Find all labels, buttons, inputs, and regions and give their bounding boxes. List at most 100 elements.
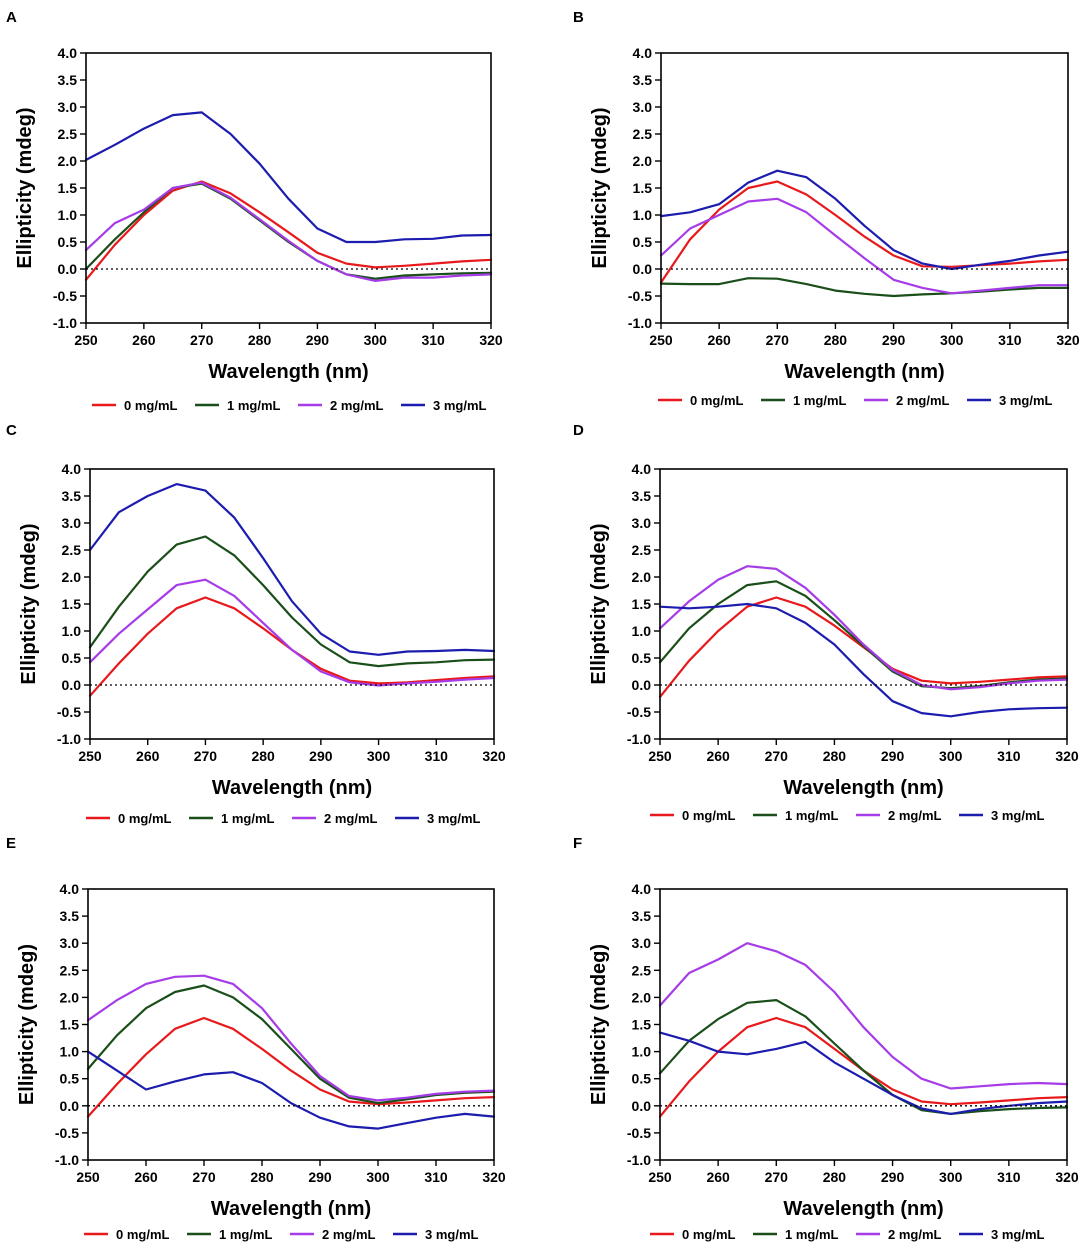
x-tick-label: 250 — [76, 1169, 100, 1185]
x-tick-label: 300 — [366, 1169, 390, 1185]
y-tick-label: 3.0 — [632, 515, 652, 531]
y-tick-label: 3.5 — [58, 72, 78, 88]
y-tick-label: 3.5 — [62, 488, 82, 504]
y-tick-label: 3.5 — [60, 908, 80, 924]
x-tick-label: 280 — [823, 748, 847, 764]
y-tick-label: 4.0 — [633, 45, 653, 61]
series-line-3-mg-ml — [658, 1031, 1069, 1116]
x-axis-title: Wavelength (nm) — [208, 361, 368, 383]
y-tick-label: 0.5 — [62, 650, 82, 666]
x-tick-label: 310 — [998, 332, 1022, 348]
x-tick-label: 280 — [248, 332, 272, 348]
x-tick-label: 270 — [766, 332, 790, 348]
x-tick-label: 310 — [425, 748, 449, 764]
x-tick-label: 290 — [309, 748, 333, 764]
legend-label: 2 mg/mL — [324, 811, 378, 826]
x-tick-label: 290 — [881, 748, 905, 764]
y-tick-label: 0.0 — [632, 677, 652, 693]
legend: 0 mg/mL 1 mg/mL 2 mg/mL 3 mg/mL — [650, 1227, 1045, 1242]
legend-label: 0 mg/mL — [116, 1227, 170, 1242]
y-axis-title: Ellipticity (mdeg) — [18, 523, 40, 684]
x-tick-label: 260 — [136, 748, 160, 764]
series-line-3-mg-ml — [84, 111, 493, 244]
y-tick-label: 4.0 — [58, 45, 78, 61]
series-line-1-mg-ml — [659, 277, 1070, 298]
legend-label: 0 mg/mL — [124, 398, 178, 413]
legend-label: 1 mg/mL — [221, 811, 275, 826]
y-tick-label: 1.5 — [632, 1017, 652, 1033]
x-tick-label: 270 — [194, 748, 218, 764]
y-tick-label: 1.5 — [58, 180, 78, 196]
y-tick-label: 0.0 — [60, 1098, 80, 1114]
y-tick-label: -1.0 — [57, 731, 81, 747]
legend-label: 3 mg/mL — [427, 811, 481, 826]
y-tick-label: 2.5 — [58, 126, 78, 142]
y-axis-title: Ellipticity (mdeg) — [16, 944, 38, 1105]
y-tick-label: 3.5 — [633, 72, 653, 88]
series-line-1-mg-ml — [86, 984, 496, 1105]
y-tick-label: -1.0 — [627, 1152, 651, 1168]
x-tick-label: 290 — [308, 1169, 332, 1185]
x-tick-label: 260 — [132, 332, 156, 348]
series-line-0-mg-ml — [86, 1016, 496, 1118]
y-tick-label: 1.0 — [632, 623, 652, 639]
x-tick-label: 310 — [997, 1169, 1021, 1185]
series-line-3-mg-ml — [658, 602, 1069, 718]
y-tick-label: 0.0 — [62, 677, 82, 693]
x-tick-label: 320 — [1055, 748, 1079, 764]
x-tick-label: 280 — [823, 1169, 847, 1185]
y-tick-label: 2.0 — [633, 153, 653, 169]
y-tick-label: -0.5 — [628, 288, 652, 304]
y-tick-label: 1.0 — [632, 1044, 652, 1060]
y-tick-label: -1.0 — [627, 731, 651, 747]
series-line-2-mg-ml — [658, 942, 1069, 1090]
y-axis-title: Ellipticity (mdeg) — [588, 523, 610, 684]
x-tick-label: 320 — [479, 332, 503, 348]
y-tick-label: 3.0 — [60, 935, 80, 951]
legend-label: 0 mg/mL — [690, 393, 744, 408]
x-tick-label: 250 — [648, 1169, 672, 1185]
legend: 0 mg/mL 1 mg/mL 2 mg/mL 3 mg/mL — [92, 398, 487, 413]
y-tick-label: 4.0 — [62, 461, 82, 477]
chart-panel-e: E -1.0 -0.5 0.0 0.5 1.0 1.5 2.0 2.5 3.0 3.5 4.0 250 2… — [6, 835, 506, 1242]
x-tick-label: 310 — [424, 1169, 448, 1185]
y-axis-title: Ellipticity (mdeg) — [14, 107, 36, 268]
legend: 0 mg/mL 1 mg/mL 2 mg/mL 3 mg/mL — [86, 811, 481, 826]
series-line-2-mg-ml — [658, 565, 1069, 691]
x-tick-label: 270 — [765, 748, 789, 764]
y-tick-label: 4.0 — [60, 881, 80, 897]
x-tick-label: 270 — [190, 332, 214, 348]
legend-label: 3 mg/mL — [433, 398, 487, 413]
y-tick-label: 0.0 — [633, 261, 653, 277]
y-tick-label: -0.5 — [55, 1125, 79, 1141]
x-tick-label: 260 — [134, 1169, 158, 1185]
legend-label: 2 mg/mL — [330, 398, 384, 413]
x-tick-label: 300 — [939, 1169, 963, 1185]
y-tick-label: 0.5 — [633, 234, 653, 250]
legend: 0 mg/mL 1 mg/mL 2 mg/mL 3 mg/mL — [650, 808, 1045, 823]
x-tick-label: 300 — [940, 332, 964, 348]
plot-frame — [89, 468, 495, 740]
legend-label: 2 mg/mL — [888, 1227, 942, 1242]
y-tick-label: 1.0 — [60, 1044, 80, 1060]
chart-panel-a: A -1.0 -0.5 0.0 0.5 1.0 1.5 2.0 2.5 3.0 3.5 4.0 250 2… — [6, 9, 503, 413]
y-tick-label: -0.5 — [627, 1125, 651, 1141]
series-line-2-mg-ml — [88, 578, 496, 687]
series-line-0-mg-ml — [659, 180, 1070, 284]
y-axis-title: Ellipticity (mdeg) — [589, 107, 611, 268]
y-tick-label: 1.0 — [62, 623, 82, 639]
y-tick-label: -0.5 — [57, 704, 81, 720]
series-line-0-mg-ml — [658, 1016, 1069, 1118]
panel-label: B — [573, 9, 584, 26]
y-axis-title: Ellipticity (mdeg) — [588, 944, 610, 1105]
legend-label: 2 mg/mL — [322, 1227, 376, 1242]
y-tick-label: 1.0 — [58, 207, 78, 223]
legend-label: 1 mg/mL — [793, 393, 847, 408]
chart-panel-b: B -1.0 -0.5 0.0 0.5 1.0 1.5 2.0 2.5 3.0 3.5 4.0 250 2… — [573, 9, 1080, 408]
x-tick-label: 260 — [706, 748, 730, 764]
y-tick-label: 2.0 — [62, 569, 82, 585]
x-axis-title: Wavelength (nm) — [211, 1198, 371, 1220]
x-tick-label: 280 — [251, 748, 275, 764]
x-tick-label: 300 — [364, 332, 388, 348]
y-tick-label: 2.0 — [58, 153, 78, 169]
